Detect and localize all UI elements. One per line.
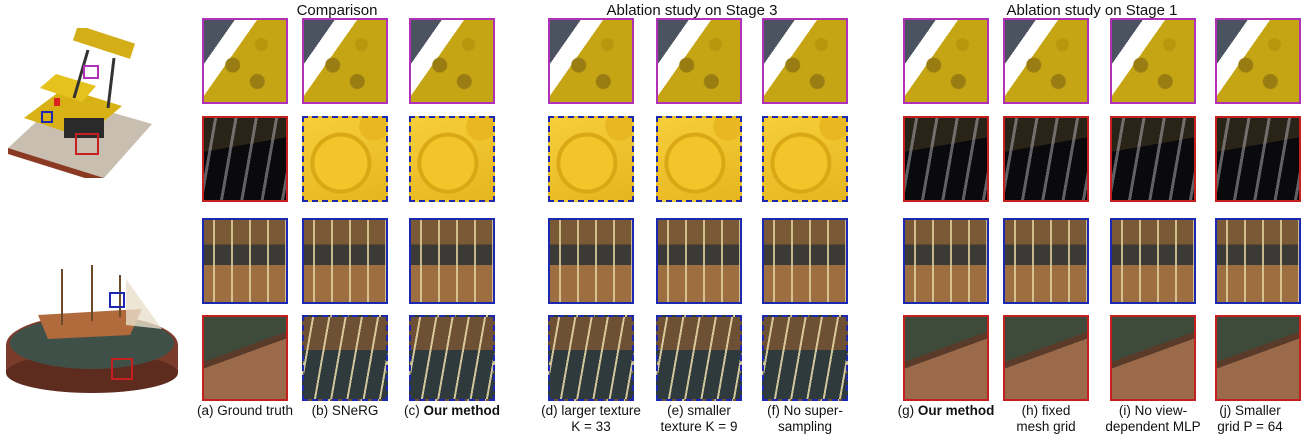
- tile-g-row4: [903, 315, 989, 401]
- tile-f-row2: [762, 116, 848, 202]
- tile-f-row1: [762, 18, 848, 104]
- lego-scene-image: [8, 28, 152, 178]
- caption-c: (c) Our method: [404, 403, 500, 418]
- tile-a-row3: [202, 218, 288, 304]
- tile-g-row1: [903, 18, 989, 104]
- caption-g: (g) Our method: [897, 403, 995, 418]
- tile-h-row4: [1003, 315, 1089, 401]
- tile-d-row2: [548, 116, 634, 202]
- tile-b-row4: [302, 315, 388, 401]
- tile-c-row1: [409, 18, 495, 104]
- header-stage3: Ablation study on Stage 3: [606, 2, 778, 19]
- tile-c-row2: [409, 116, 495, 202]
- caption-a: (a) Ground truth: [196, 403, 294, 418]
- header-comparison: Comparison: [296, 2, 378, 19]
- tile-g-row3: [903, 218, 989, 304]
- caption-b: (b) SNeRG: [311, 403, 379, 418]
- tile-e-row1: [656, 18, 742, 104]
- tile-j-row1: [1215, 18, 1301, 104]
- caption-h: (h) fixed mesh grid: [1016, 403, 1076, 434]
- tile-e-row2: [656, 116, 742, 202]
- tile-c-row4: [409, 315, 495, 401]
- tile-h-row1: [1003, 18, 1089, 104]
- tile-j-row2: [1215, 116, 1301, 202]
- tile-e-row3: [656, 218, 742, 304]
- tile-f-row4: [762, 315, 848, 401]
- tile-a-row1: [202, 18, 288, 104]
- tile-i-row4: [1110, 315, 1196, 401]
- tile-b-row1: [302, 18, 388, 104]
- tile-i-row3: [1110, 218, 1196, 304]
- tile-d-row4: [548, 315, 634, 401]
- tile-b-row3: [302, 218, 388, 304]
- caption-e: (e) smaller texture K = 9: [660, 403, 738, 434]
- tile-j-row3: [1215, 218, 1301, 304]
- tile-b-row2: [302, 116, 388, 202]
- tile-e-row4: [656, 315, 742, 401]
- tile-h-row3: [1003, 218, 1089, 304]
- tile-f-row3: [762, 218, 848, 304]
- tile-a-row2: [202, 116, 288, 202]
- tile-i-row2: [1110, 116, 1196, 202]
- caption-f: (f) No super-sampling: [767, 403, 843, 434]
- tile-a-row4: [202, 315, 288, 401]
- caption-j: (j) Smaller grid P = 64: [1217, 403, 1283, 434]
- tile-d-row3: [548, 218, 634, 304]
- tile-d-row1: [548, 18, 634, 104]
- tile-c-row3: [409, 218, 495, 304]
- tile-h-row2: [1003, 116, 1089, 202]
- caption-i: (i) No view-dependent MLP: [1105, 403, 1201, 434]
- tile-g-row2: [903, 116, 989, 202]
- caption-d: (d) larger texture K = 33: [541, 403, 641, 434]
- ship-scene-image: [6, 265, 178, 393]
- header-stage1: Ablation study on Stage 1: [1006, 2, 1178, 19]
- tile-j-row4: [1215, 315, 1301, 401]
- tile-i-row1: [1110, 18, 1196, 104]
